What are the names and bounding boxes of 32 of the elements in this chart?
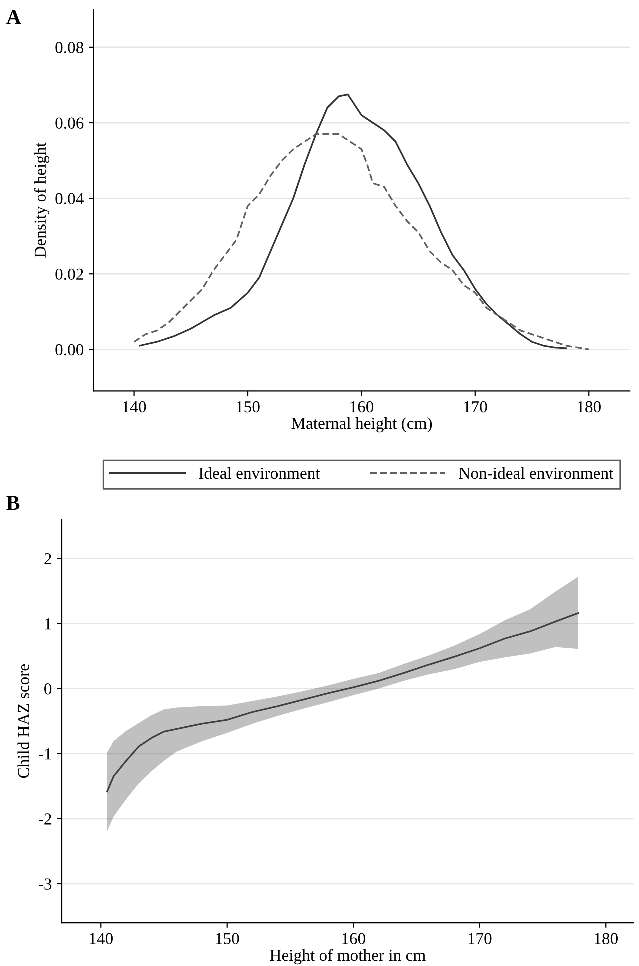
y-tick-label: 2 [44, 553, 52, 565]
x-tick-label: 140 [123, 401, 146, 413]
y-tick-label: 0 [44, 684, 52, 695]
line-series [106, 612, 580, 792]
y-axis-title: Density of height [34, 142, 50, 258]
x-axis-title: Height of mother in cm [270, 949, 426, 965]
x-tick-label: 180 [595, 933, 618, 944]
x-tick-label: 150 [236, 401, 260, 413]
y-axis-title: Child HAZ score [18, 664, 30, 778]
y-tick-label: 0.06 [56, 118, 84, 130]
y-tick-label: -3 [39, 878, 52, 890]
y-tick-label: 1 [45, 618, 52, 630]
x-tick-label: 160 [350, 401, 374, 413]
chart-title: A [6, 10, 22, 24]
y-tick-label: 0.02 [56, 268, 84, 280]
x-tick-label: 150 [216, 933, 240, 944]
line-series [133, 133, 590, 351]
legend-label: Ideal environment [199, 467, 320, 480]
x-tick-label: 180 [578, 401, 601, 413]
line-series [139, 94, 568, 350]
legend-label: Non-ideal environment [459, 467, 614, 480]
x-tick-label: 160 [342, 933, 366, 944]
y-tick-label: 0.04 [56, 193, 84, 205]
x-tick-label: 170 [468, 933, 492, 944]
chart-title: B [6, 496, 20, 510]
x-tick-label: 170 [464, 401, 488, 413]
x-tick-label: 140 [90, 933, 113, 944]
y-tick-label: -2 [39, 814, 52, 825]
x-axis-title: Maternal height (cm) [292, 417, 432, 433]
y-tick-label: -1 [39, 748, 52, 760]
y-tick-label: 0.08 [56, 42, 84, 54]
y-tick-label: 0.00 [56, 344, 84, 356]
